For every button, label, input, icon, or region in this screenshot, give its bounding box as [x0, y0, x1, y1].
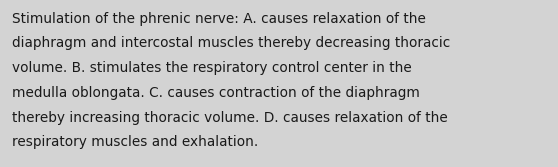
Text: respiratory muscles and exhalation.: respiratory muscles and exhalation.: [12, 135, 258, 149]
Text: medulla oblongata. C. causes contraction of the diaphragm: medulla oblongata. C. causes contraction…: [12, 86, 420, 100]
Text: diaphragm and intercostal muscles thereby decreasing thoracic: diaphragm and intercostal muscles thereb…: [12, 36, 450, 50]
Text: thereby increasing thoracic volume. D. causes relaxation of the: thereby increasing thoracic volume. D. c…: [12, 111, 448, 125]
Text: Stimulation of the phrenic nerve: A. causes relaxation of the: Stimulation of the phrenic nerve: A. cau…: [12, 12, 426, 26]
Text: volume. B. stimulates the respiratory control center in the: volume. B. stimulates the respiratory co…: [12, 61, 412, 75]
